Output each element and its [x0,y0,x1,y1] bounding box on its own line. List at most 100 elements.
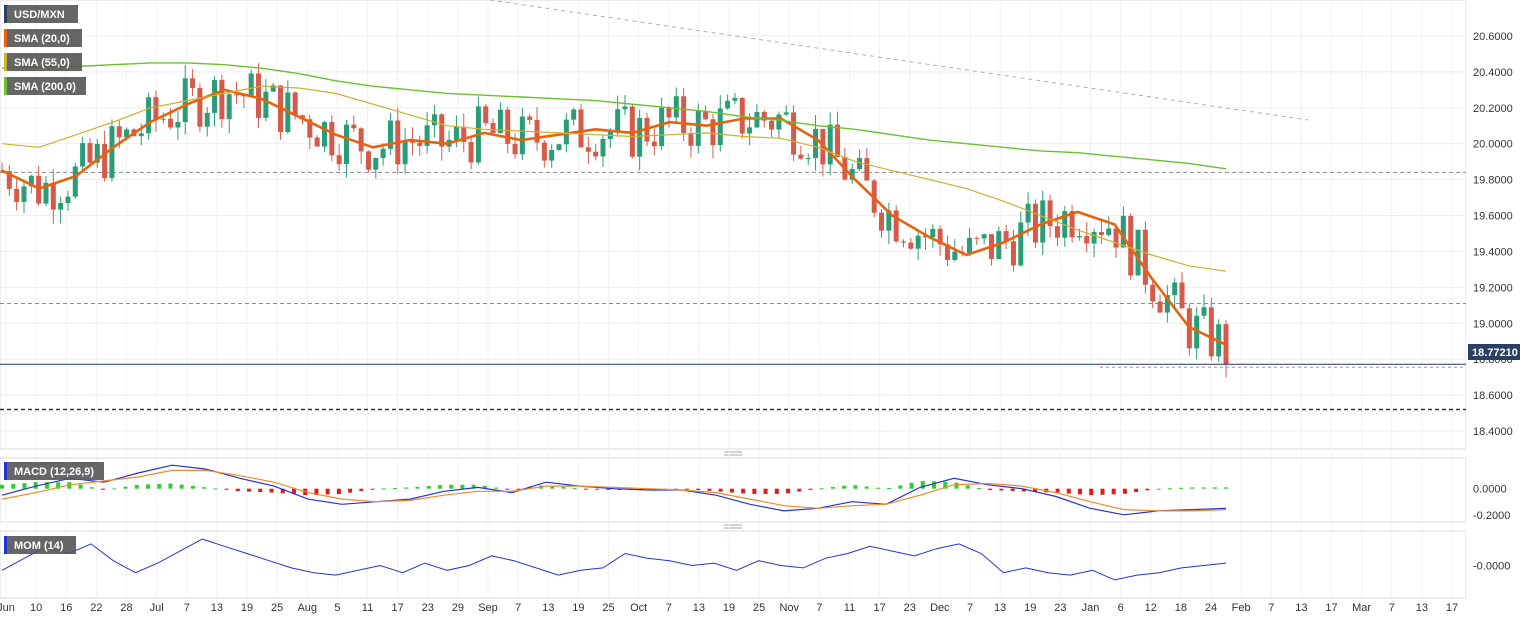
macd-histogram-bar [1100,488,1105,495]
macd-histogram-bar [853,485,858,489]
x-tick-label: 24 [1205,602,1217,614]
candle-body [409,141,415,143]
last-price-value: 18.77210 [1472,347,1518,359]
candle-body [981,234,987,239]
candle-body [974,237,980,239]
candle-body [915,235,921,249]
legend-symbol[interactable]: USD/MXN [4,5,78,23]
candle-body [461,126,467,143]
x-tick-label: 7 [515,602,521,614]
candle-body [321,122,327,147]
macd-histogram-bar [336,488,341,495]
candle-body [901,241,907,243]
candle-body [87,143,93,163]
macd-histogram-bar [89,487,94,489]
candle-body [365,151,371,170]
candle-body [541,142,547,161]
candle-body [1032,203,1038,243]
x-tick-label: 7 [967,602,973,614]
macd-y-tick-label: 0.0000 [1473,484,1507,496]
legend-mom[interactable]: MOM (14) [4,536,76,554]
candle-body [1047,200,1053,227]
y-tick-label: 20.2000 [1473,103,1513,115]
candle-body [534,119,540,143]
candle-body [28,175,34,187]
candle-body [138,133,144,137]
legend-sma200[interactable]: SMA (200,0) [4,77,86,95]
macd-histogram-bar [134,484,139,489]
macd-histogram-bar [1134,488,1139,493]
macd-label: MACD (12,26,9) [14,466,94,478]
macd-histogram-bar [482,485,487,489]
mom-panel[interactable] [0,530,1467,599]
y-tick-label: 20.0000 [1473,139,1513,151]
macd-histogram-bar [280,488,285,494]
legend-macd[interactable]: MACD (12,26,9) [4,462,104,480]
candle-body [329,122,335,156]
x-tick-label: 13 [1295,602,1307,614]
macd-histogram-bar [44,482,49,489]
candle-body [864,158,870,181]
candle-body [615,109,621,132]
macd-histogram-bar [22,483,27,489]
x-tick-label: 17 [392,602,404,614]
candle-body [622,106,628,110]
macd-histogram-bar [348,488,353,493]
x-tick-label: 16 [60,602,72,614]
candle-body [292,92,298,116]
panel-resize-handle-mom[interactable] [724,524,742,529]
macd-histogram-bar [572,488,577,490]
macd-histogram-bar [1055,488,1060,493]
candle-body [688,132,694,146]
candle-body [204,112,210,127]
candle-body [1142,229,1148,285]
panel-resize-handle-macd[interactable] [724,451,742,456]
macd-histogram-bar [213,488,218,490]
candle-body [116,126,122,138]
candle-body [600,138,606,157]
x-tick-label: 13 [1416,602,1428,614]
legend-sma55[interactable]: SMA (55,0) [4,53,82,71]
x-tick-label: Nov [779,602,799,614]
x-tick-label: Mar [1352,602,1371,614]
x-tick-label: 7 [666,602,672,614]
candle-body [490,123,496,134]
candle-body [153,97,159,120]
signal-line [1,469,1227,512]
macd-histogram-bar [696,488,701,490]
candle-body [14,188,20,202]
macd-histogram-bar [954,482,959,489]
y-tick-label: 20.4000 [1473,67,1513,79]
candle-body [1084,236,1090,244]
x-tick-label: 7 [1389,602,1395,614]
candle-body [80,143,86,167]
x-tick-label: Dec [930,602,950,614]
candle-body [732,97,738,101]
candle-body [168,118,174,128]
x-tick-label: 19 [1024,602,1036,614]
legend-sma20[interactable]: SMA (20,0) [4,29,82,47]
candle-body [908,242,914,249]
candle-body [849,169,855,180]
candle-body [827,124,833,165]
macd-histogram-bar [741,488,746,494]
candle-body [1157,301,1163,313]
candle-body [65,196,71,204]
main-panel[interactable] [0,0,1467,450]
candle-body [94,143,100,163]
macd-histogram-bar [1156,488,1161,490]
candle-body [58,203,64,210]
legend: USD/MXN SMA (20,0) SMA (55,0) SMA (200,0… [4,5,104,554]
candle-body [1091,231,1097,244]
macd-histogram-bar [1145,488,1150,491]
macd-line [1,464,1227,516]
macd-histogram-bar [920,480,925,489]
candle-body [739,97,745,134]
macd-histogram-bar [404,487,409,489]
macd-histogram-bar [1167,488,1172,490]
macd-histogram-bar [224,488,229,490]
candle-body [549,149,555,161]
macd-histogram-bar [449,484,454,489]
candle-body [1040,200,1046,243]
candle-body [1120,215,1126,248]
